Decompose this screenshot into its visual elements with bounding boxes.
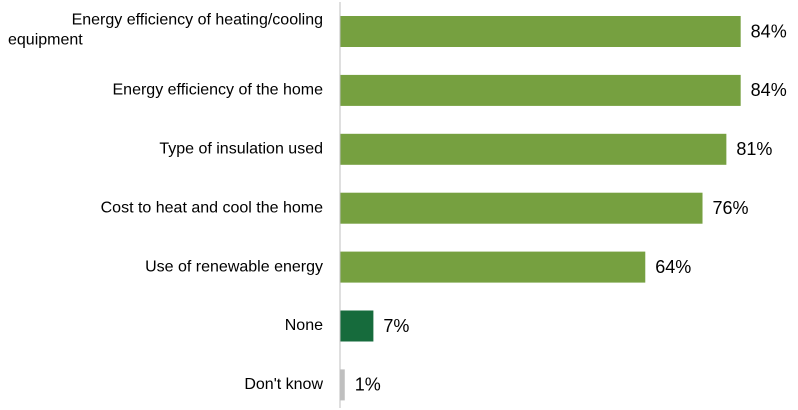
bar-0 bbox=[340, 16, 741, 47]
bar-1 bbox=[340, 74, 741, 106]
value-label-4: 64% bbox=[655, 257, 691, 277]
category-label-2: Type of insulation used bbox=[159, 141, 323, 158]
bar-6 bbox=[340, 369, 345, 401]
value-label-3: 76% bbox=[713, 198, 749, 218]
value-label-1: 84% bbox=[751, 80, 787, 100]
category-label-3: Cost to heat and cool the home bbox=[101, 199, 323, 216]
bar-2 bbox=[340, 133, 727, 165]
category-label-4: Use of renewable energy bbox=[145, 258, 323, 275]
bar-3 bbox=[340, 192, 703, 224]
bar-5 bbox=[340, 310, 374, 342]
value-label-2: 81% bbox=[736, 139, 772, 159]
value-label-6: 1% bbox=[355, 375, 381, 395]
value-labels-group: 84% 84% 81% 76% 64% 7% 1% bbox=[355, 21, 787, 394]
category-label-1: Energy efficiency of the home bbox=[113, 82, 324, 99]
category-label-line: Energy efficiency of heating/cooling bbox=[72, 12, 323, 29]
category-label-0: Energy efficiency of heating/cooling equi… bbox=[8, 12, 323, 49]
bar-4 bbox=[340, 251, 646, 283]
category-label-line: equipment bbox=[8, 32, 83, 49]
value-label-5: 7% bbox=[383, 316, 409, 336]
category-label-5: None bbox=[285, 317, 323, 334]
bars-group bbox=[340, 16, 741, 401]
value-label-0: 84% bbox=[751, 21, 787, 41]
category-label-6: Don't know bbox=[244, 376, 323, 393]
category-labels-group: Energy efficiency of heating/cooling equi… bbox=[8, 12, 323, 393]
